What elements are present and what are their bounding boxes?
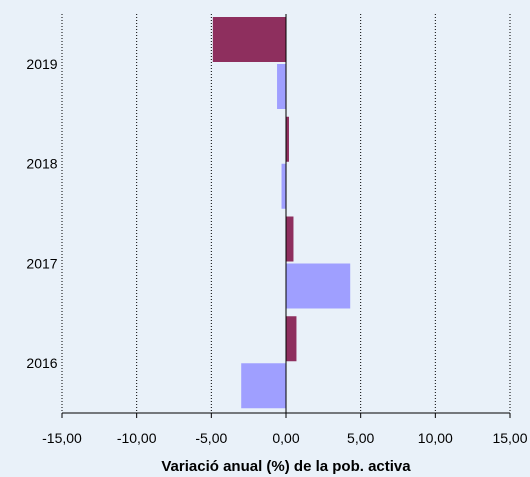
- bar-2018-s2: [281, 163, 286, 209]
- bar-2018-s1: [286, 116, 289, 162]
- y-tick-label: 2016: [26, 355, 57, 371]
- y-tick-label: 2017: [26, 255, 57, 271]
- x-tick-label: -10,00: [117, 430, 157, 446]
- bar-2019-s1: [212, 17, 286, 62]
- x-tick-label: 10,00: [418, 430, 453, 446]
- y-tick-label: 2019: [26, 56, 57, 72]
- y-tick-label: 2018: [26, 156, 57, 172]
- bar-2017-s2: [286, 263, 351, 309]
- x-axis-title: Variació anual (%) de la pob. activa: [161, 458, 411, 475]
- bar-2016-s2: [241, 363, 286, 409]
- bar-2016-s1: [286, 316, 297, 362]
- bar-2017-s1: [286, 216, 294, 262]
- x-tick-label: -15,00: [42, 430, 82, 446]
- x-tick-label: 5,00: [347, 430, 374, 446]
- bar-2019-s2: [277, 64, 286, 109]
- x-tick-label: -5,00: [195, 430, 227, 446]
- x-tick-label: 15,00: [492, 430, 527, 446]
- x-tick-label: 0,00: [272, 430, 299, 446]
